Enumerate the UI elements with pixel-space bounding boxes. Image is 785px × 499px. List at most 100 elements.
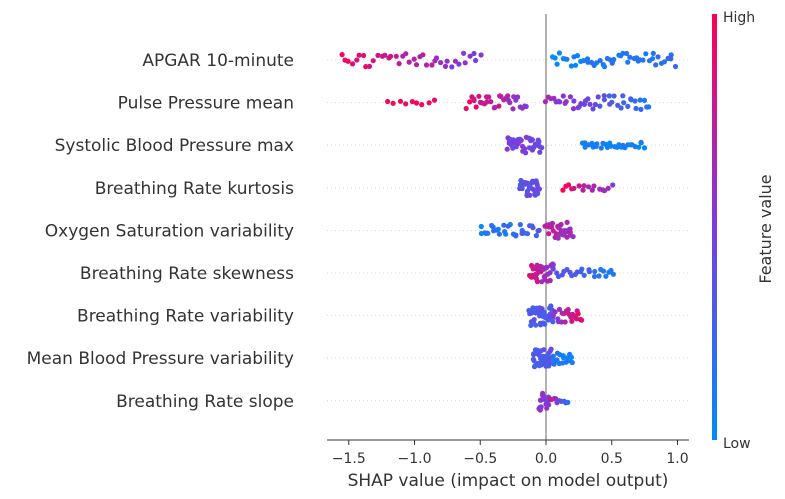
x-tick-label: 0.0 (535, 451, 557, 467)
shap-point (641, 145, 648, 151)
shap-point (496, 231, 502, 237)
feature-label: Breathing Rate slope (116, 392, 294, 412)
shap-point (523, 150, 529, 156)
shap-point (535, 137, 541, 143)
shap-point (354, 57, 360, 63)
shap-point (610, 271, 617, 277)
shap-point (527, 192, 533, 198)
shap-point (672, 63, 679, 70)
shap-point (625, 103, 631, 109)
shap-point (570, 234, 576, 240)
shap-point (553, 231, 559, 237)
shap-point (620, 50, 626, 56)
shap-point (375, 52, 381, 59)
shap-point (505, 93, 511, 99)
shap-point (370, 58, 376, 64)
shap-point (601, 64, 608, 70)
shap-point (390, 100, 396, 106)
shap-point (555, 316, 561, 322)
feature-label: Mean Blood Pressure variability (27, 349, 294, 369)
shap-point (624, 50, 630, 57)
shap-point (535, 191, 541, 197)
shap-point (601, 97, 608, 103)
shap-point (568, 354, 575, 360)
shap-point (542, 99, 549, 105)
shap-point (542, 321, 548, 327)
feature-label: Pulse Pressure mean (118, 94, 294, 114)
x-tick-label: −1.0 (398, 451, 432, 467)
shap-point (661, 59, 668, 65)
shap-point (501, 222, 507, 228)
shap-point (567, 226, 573, 232)
shap-point (565, 358, 571, 364)
shap-point (609, 99, 615, 105)
shap-point (533, 322, 539, 328)
shap-point (646, 104, 652, 110)
shap-point (442, 63, 449, 69)
shap-point (366, 63, 373, 69)
shap-point (550, 266, 556, 272)
shap-point (531, 317, 537, 323)
shap-point (581, 58, 587, 64)
shap-point (529, 137, 536, 143)
shap-point (560, 93, 566, 99)
shap-point (627, 54, 633, 60)
shap-point (650, 50, 656, 57)
shap-point (345, 58, 351, 64)
shap-point (653, 62, 659, 68)
shap-point (579, 317, 585, 323)
shap-point (426, 100, 432, 106)
shap-point (528, 322, 534, 328)
shap-point (591, 273, 598, 280)
shap-point (485, 230, 491, 236)
shap-point (444, 58, 450, 64)
shap-point (356, 52, 362, 58)
feature-labels: APGAR 10-minute Pulse Pressure mean Systol… (27, 51, 295, 412)
shap-point (574, 316, 580, 322)
shap-point (406, 59, 412, 65)
shap-point (605, 185, 611, 191)
shap-point (486, 94, 492, 100)
shap-point (569, 359, 575, 366)
shap-point (586, 269, 593, 275)
shap-point (515, 94, 521, 100)
shap-point (488, 99, 494, 105)
shap-point (350, 61, 356, 67)
shap-point (544, 264, 550, 270)
shap-point (533, 276, 540, 282)
shap-point (608, 143, 614, 149)
shap-point (513, 232, 519, 238)
shap-point (562, 319, 568, 325)
shap-point (610, 182, 616, 188)
shap-point (589, 187, 595, 193)
shap-point (492, 104, 498, 110)
shap-point (507, 100, 513, 106)
shap-point (484, 99, 490, 105)
shap-point (467, 99, 473, 105)
shap-point (523, 103, 529, 110)
shap-point (478, 52, 484, 58)
shap-point (611, 93, 617, 99)
shap-point (590, 106, 596, 112)
shap-point (552, 55, 558, 61)
shap-point (557, 99, 563, 105)
shap-point (601, 188, 608, 194)
shap-point (558, 319, 565, 325)
shap-point (382, 52, 388, 58)
shap-point (452, 58, 458, 64)
shap-point (564, 56, 570, 62)
shap-point (403, 51, 409, 57)
shap-point (541, 309, 547, 315)
shap-point (649, 56, 656, 62)
shap-point (462, 60, 468, 66)
x-tick-label: 1.0 (666, 451, 688, 467)
shap-point (633, 105, 639, 112)
shap-point (538, 404, 544, 410)
shap-point (541, 347, 547, 353)
shap-point (431, 97, 438, 103)
shap-point (560, 353, 566, 359)
shap-point (550, 262, 556, 268)
shap-point (556, 50, 563, 56)
shap-point (551, 361, 557, 367)
shap-point (573, 62, 579, 68)
